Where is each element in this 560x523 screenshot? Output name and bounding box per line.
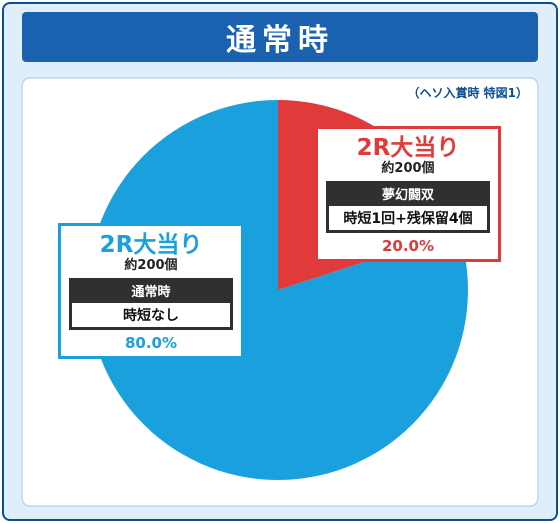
slice-detail: 時短1回+残保留4個: [329, 206, 487, 230]
slice-detail: 時短なし: [72, 303, 230, 327]
slice-title: 2R大当り: [99, 232, 203, 258]
slice-percent: 80.0%: [124, 334, 178, 352]
slice-label-jackpot-special: 2R大当り 約200個 夢幻闘双 時短1回+残保留4個 20.0%: [315, 126, 501, 262]
slice-percent: 20.0%: [381, 237, 435, 255]
slice-type: 通常時 時短なし: [69, 278, 233, 330]
chart-note: （ヘソ入賞時 特図1）: [407, 86, 528, 100]
slice-title: 2R大当り: [356, 135, 460, 161]
slice-type: 夢幻闘双 時短1回+残保留4個: [326, 181, 490, 233]
slice-type-label: 夢幻闘双: [381, 188, 434, 203]
slice-sub: 約200個: [381, 161, 435, 176]
slice-label-jackpot-normal: 2R大当り 約200個 通常時 時短なし 80.0%: [58, 223, 244, 359]
page-title: 通常時: [22, 12, 538, 62]
pie-slice-1: [88, 100, 469, 480]
slice-sub: 約200個: [124, 258, 178, 273]
slice-type-label: 通常時: [131, 285, 171, 300]
